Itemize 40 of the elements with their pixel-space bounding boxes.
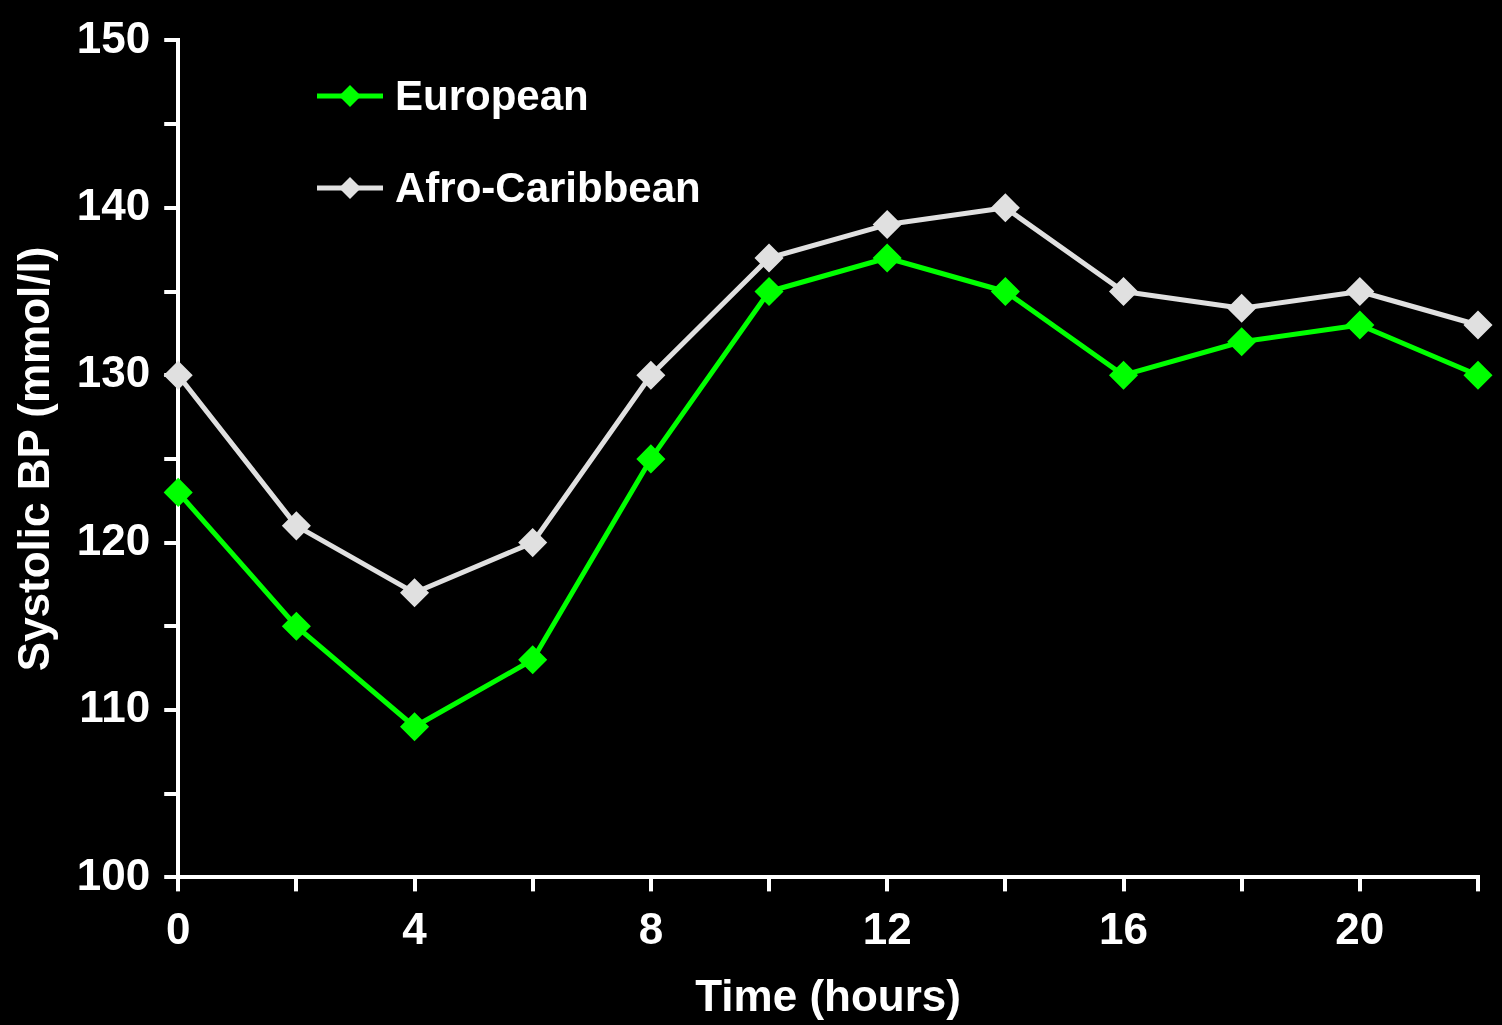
point: [282, 512, 310, 540]
x-tick-label: 0: [165, 903, 191, 953]
point: [164, 478, 192, 506]
y-tick-label: 100: [76, 849, 151, 899]
point: [401, 713, 429, 741]
y-tick-label: 140: [76, 179, 151, 229]
y-tick-label: 150: [76, 12, 151, 62]
point: [401, 579, 429, 607]
point: [1110, 278, 1138, 305]
point: [755, 244, 783, 272]
point: [1464, 361, 1492, 389]
point: [991, 194, 1019, 222]
x-tick-label: 8: [638, 903, 664, 953]
x-tick-label: 12: [862, 903, 912, 953]
point: [519, 646, 547, 674]
point: [1228, 328, 1256, 356]
point: [1464, 311, 1492, 339]
y-tick-label: 110: [79, 682, 151, 732]
point: [873, 244, 901, 272]
y-tick-label: 120: [76, 514, 151, 564]
x-tick-label: 20: [1335, 903, 1385, 953]
x-axis-title: Time (hours): [695, 970, 961, 1020]
point: [1110, 361, 1138, 389]
point: [873, 211, 901, 239]
point: [1228, 294, 1256, 322]
x-tick-label: 4: [402, 903, 428, 953]
point: [755, 278, 783, 305]
y-tick-label: 130: [76, 347, 151, 397]
legend-label: Afro-Caribbean: [395, 164, 701, 212]
point: [637, 361, 665, 389]
point: [282, 612, 310, 640]
point: [1346, 278, 1374, 305]
point: [519, 529, 547, 557]
x-tick-label: 16: [1099, 903, 1148, 953]
point: [991, 278, 1019, 305]
point: [637, 445, 665, 473]
point: [1346, 311, 1374, 339]
point: [164, 361, 192, 389]
y-axis-title: Systolic BP (mmol/l): [8, 246, 58, 672]
legend-label: European: [395, 72, 589, 120]
